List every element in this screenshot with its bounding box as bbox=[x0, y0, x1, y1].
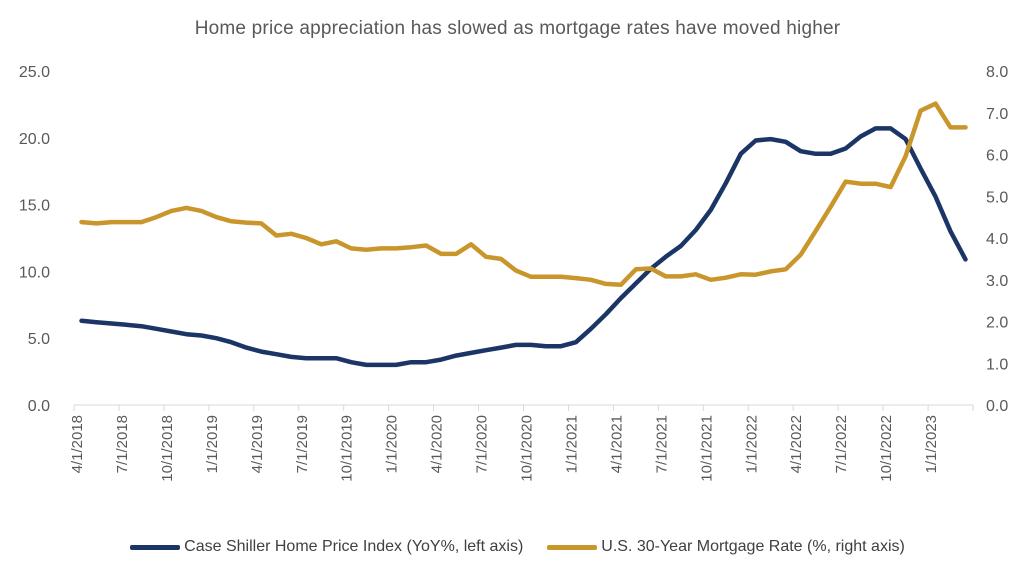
x-tick-label: 4/1/2018 bbox=[69, 415, 86, 473]
x-tick-label: 10/1/2022 bbox=[878, 415, 895, 482]
right-tick-label: 5.0 bbox=[986, 189, 1008, 206]
series-layer bbox=[79, 101, 968, 368]
chart-title: Home price appreciation has slowed as mo… bbox=[194, 18, 841, 39]
x-axis: 4/1/2018 7/1/2018 10/1/2018 1/1/2019 4/1/201… bbox=[69, 404, 974, 482]
legend-label-mortgage-rate: U.S. 30-Year Mortgage Rate (%, right axi… bbox=[601, 538, 905, 555]
legend: Case Shiller Home Price Index (YoY%, lef… bbox=[0, 538, 1035, 556]
legend-swatch-case-shiller bbox=[130, 544, 181, 550]
legend-label-case-shiller: Case Shiller Home Price Index (YoY%, lef… bbox=[184, 538, 524, 555]
x-tick-label: 1/1/2023 bbox=[923, 415, 940, 473]
x-tick-label: 1/1/2022 bbox=[743, 415, 760, 473]
x-tick-label: 1/1/2019 bbox=[204, 415, 221, 473]
x-tick-label: 1/1/2020 bbox=[384, 415, 401, 473]
left-tick-label: 25.0 bbox=[19, 64, 50, 81]
right-axis: 0.0 1.0 2.0 3.0 4.0 5.0 6.0 7.0 8.0 bbox=[986, 64, 1008, 415]
x-tick-label: 10/1/2019 bbox=[339, 415, 356, 482]
x-tick-label: 4/1/2021 bbox=[608, 415, 625, 473]
right-tick-label: 8.0 bbox=[986, 64, 1008, 81]
x-tick-label: 7/1/2019 bbox=[294, 415, 311, 473]
left-tick-label: 20.0 bbox=[19, 131, 50, 148]
x-tick-label: 10/1/2021 bbox=[698, 415, 715, 482]
right-tick-label: 7.0 bbox=[986, 106, 1008, 123]
left-axis: 0.0 5.0 10.0 15.0 20.0 25.0 bbox=[19, 64, 50, 415]
x-tick-label: 4/1/2020 bbox=[429, 415, 446, 473]
x-tick-label: 10/1/2018 bbox=[159, 415, 176, 482]
right-tick-label: 2.0 bbox=[986, 315, 1008, 332]
left-tick-label: 10.0 bbox=[19, 264, 50, 281]
x-tick-label: 4/1/2022 bbox=[788, 415, 805, 473]
x-tick-label: 4/1/2019 bbox=[249, 415, 266, 473]
x-tick-label: 7/1/2022 bbox=[833, 415, 850, 473]
legend-item-case-shiller: Case Shiller Home Price Index (YoY%, lef… bbox=[130, 538, 523, 556]
legend-item-mortgage-rate: U.S. 30-Year Mortgage Rate (%, right axi… bbox=[547, 538, 905, 556]
right-tick-label: 1.0 bbox=[986, 356, 1008, 373]
x-tick-label: 7/1/2021 bbox=[653, 415, 670, 473]
series-line-case-shiller bbox=[79, 126, 968, 368]
left-tick-label: 0.0 bbox=[28, 398, 50, 415]
x-tick-label: 10/1/2020 bbox=[519, 415, 536, 482]
x-tick-label: 1/1/2021 bbox=[563, 415, 580, 473]
left-tick-label: 5.0 bbox=[28, 331, 50, 348]
right-tick-label: 6.0 bbox=[986, 148, 1008, 165]
x-tick-label: 7/1/2020 bbox=[474, 415, 491, 473]
right-tick-label: 0.0 bbox=[986, 398, 1008, 415]
left-tick-label: 15.0 bbox=[19, 198, 50, 215]
right-tick-label: 3.0 bbox=[986, 273, 1008, 290]
legend-swatch-mortgage-rate bbox=[547, 544, 598, 550]
x-tick-label: 7/1/2018 bbox=[114, 415, 131, 473]
right-tick-label: 4.0 bbox=[986, 231, 1008, 248]
series-line-mortgage-rate bbox=[79, 101, 968, 288]
